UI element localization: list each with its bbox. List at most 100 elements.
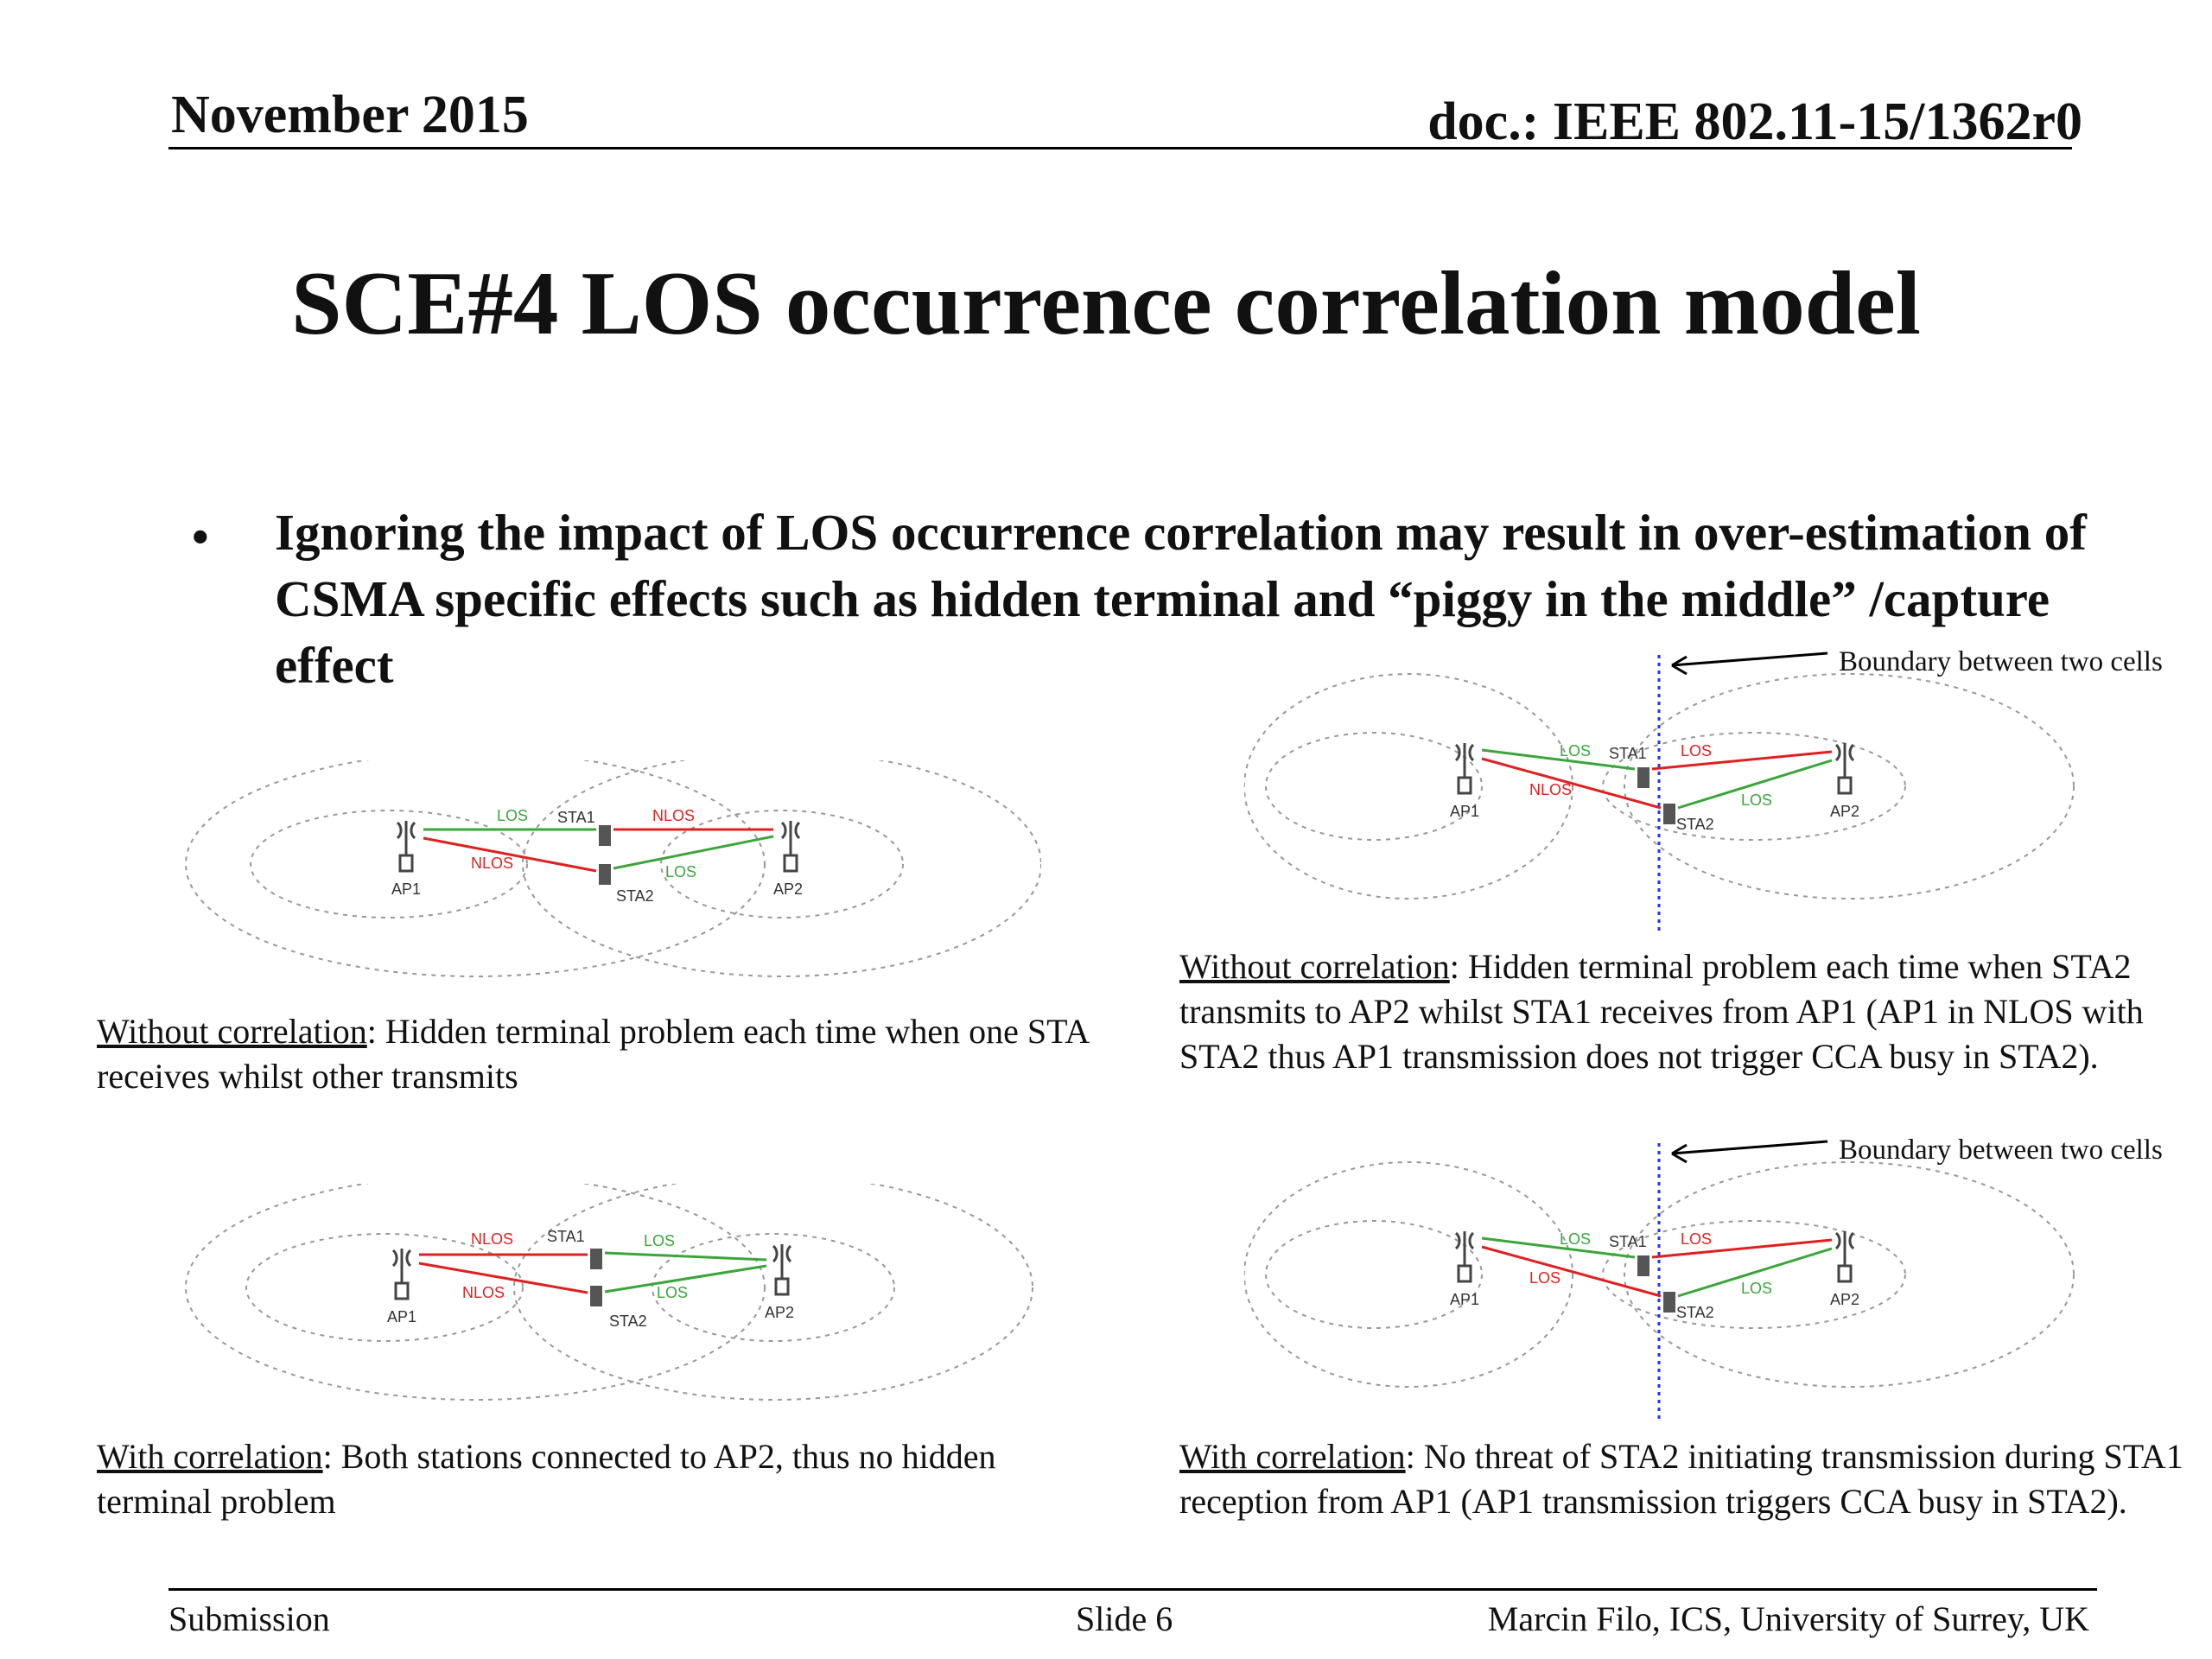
footer-author: Marcin Filo, ICS, University of Surrey, …: [1487, 1599, 2089, 1638]
ap1-sta2-link: [1481, 1245, 1662, 1298]
caption-body: : Both stations connected to AP2, thus n…: [97, 1437, 996, 1521]
cell2-inner-ring: [652, 1233, 895, 1342]
label-los-sta1-ap2: LOS: [644, 1232, 675, 1249]
label-los-sta2-ap2: LOS: [1741, 1280, 1772, 1297]
cell1-outer-ring: [185, 1184, 766, 1401]
label-los-ap1-sta1: LOS: [1560, 1230, 1591, 1248]
sta1-device-icon: [590, 1249, 602, 1269]
label-los-sta1-ap2: LOS: [1681, 1230, 1712, 1248]
footer-slide-number: Slide 6: [1076, 1599, 1173, 1638]
boundary-label-bottom: Boundary between two cells: [1839, 1135, 2163, 1166]
caption-with-correlation-left: With correlation: Both stations connecte…: [97, 1434, 1099, 1524]
sta1-ap2-link: [1651, 750, 1833, 771]
label-sta2: STA2: [609, 1313, 647, 1330]
label-nlos-sta1-ap2: NLOS: [652, 807, 695, 824]
boundary-arrowhead: [1671, 655, 1688, 676]
caption-head: With correlation: [1179, 1437, 1406, 1476]
diagram-with-correlation-right: AP1 AP2 STA1 STA2 LOS LOS LOS LOS: [1244, 1140, 2075, 1421]
cell1-inner-ring: [245, 1233, 524, 1342]
label-ap1: AP1: [387, 1308, 416, 1325]
ap1-sta1-link: [1481, 1236, 1636, 1259]
caption-body: : No threat of STA2 initiating transmiss…: [1179, 1437, 2183, 1521]
boundary-label-top: Boundary between two cells: [1839, 646, 2163, 677]
sta2-device-icon: [590, 1286, 602, 1306]
label-los-sta1-ap2: LOS: [1681, 742, 1712, 760]
ap1-antenna-icon: [1454, 1231, 1475, 1283]
bullet-text: Ignoring the impact of LOS occurrence co…: [275, 504, 2087, 694]
label-ap2: AP2: [773, 880, 803, 898]
ap1-sta2-link: [1481, 757, 1662, 810]
ap2-antenna-icon: [1834, 1231, 1855, 1283]
label-nlos-ap1-sta2: NLOS: [471, 855, 513, 872]
sta2-ap2-link: [1677, 759, 1833, 810]
sta2-device-icon: [1663, 1292, 1675, 1313]
cell1-outer-ring: [185, 760, 766, 977]
diagram-without-correlation-right: AP1 AP2 STA1 STA2 LOS NLOS LOS LOS: [1244, 652, 2075, 933]
label-sta2: STA2: [1676, 1304, 1714, 1321]
ap1-antenna-icon: [391, 1249, 412, 1300]
label-ap1: AP1: [1450, 803, 1479, 820]
label-ap2: AP2: [1830, 1291, 1859, 1308]
ap1-sta2-link: [423, 836, 597, 873]
caption-without-correlation-right: Without correlation: Hidden terminal pro…: [1179, 944, 2208, 1079]
ap2-antenna-icon: [772, 1244, 792, 1296]
label-nlos-ap1-sta1: NLOS: [471, 1230, 513, 1248]
ap1-antenna-icon: [396, 821, 416, 873]
sta2-device-icon: [1663, 804, 1675, 824]
header-doc-id: doc.: IEEE 802.11-15/1362r0: [1427, 92, 2082, 151]
label-los-ap1-sta1: LOS: [1560, 742, 1591, 760]
cell2-outer-ring: [1624, 1161, 2075, 1388]
sta1-device-icon: [1637, 1255, 1649, 1276]
label-sta2: STA2: [1676, 816, 1714, 833]
cell1-outer-ring: [1244, 1161, 1573, 1388]
ap2-antenna-icon: [1834, 743, 1855, 795]
ap1-sta2-link: [418, 1262, 588, 1294]
caption-with-correlation-right: With correlation: No threat of STA2 init…: [1179, 1434, 2208, 1524]
cell2-inner-ring: [1602, 1220, 1906, 1329]
cell2-inner-ring: [660, 810, 904, 918]
label-los-ap1-sta2: LOS: [1529, 1269, 1560, 1287]
cell1-outer-ring: [1244, 673, 1573, 899]
label-sta1: STA1: [1609, 745, 1647, 762]
cell2-outer-ring: [513, 1184, 1033, 1401]
label-sta1: STA1: [1609, 1233, 1647, 1250]
label-los-sta2-ap2: LOS: [1741, 791, 1772, 809]
diagram-with-correlation-left: AP1 AP2 STA1 STA2 NLOS NLOS LOS LOS: [185, 1184, 1033, 1401]
sta1-device-icon: [1637, 767, 1649, 788]
caption-head: With correlation: [97, 1437, 323, 1476]
cell1-inner-ring: [250, 810, 528, 918]
sta1-ap2-link: [604, 1251, 767, 1262]
ap2-antenna-icon: [780, 821, 801, 873]
label-los-sta2-ap2: LOS: [665, 863, 696, 880]
boundary-arrowhead: [1671, 1143, 1688, 1164]
label-sta1: STA1: [557, 809, 595, 826]
slide-title: SCE#4 LOS occurrence correlation model: [291, 252, 1921, 353]
ap1-antenna-icon: [1454, 743, 1475, 795]
sta2-ap2-link: [613, 835, 774, 870]
sta2-device-icon: [599, 864, 611, 885]
label-ap2: AP2: [1830, 803, 1859, 820]
cell1-inner-ring: [1265, 732, 1483, 841]
sta2-ap2-link: [1677, 1247, 1833, 1298]
caption-head: Without correlation: [97, 1012, 367, 1051]
label-nlos-ap1-sta2: NLOS: [1529, 781, 1572, 798]
label-ap1: AP1: [391, 880, 421, 898]
label-ap2: AP2: [765, 1304, 794, 1321]
boundary-arrow: [1671, 1140, 1828, 1155]
label-sta1: STA1: [547, 1228, 585, 1245]
caption-head: Without correlation: [1179, 947, 1450, 986]
label-sta2: STA2: [616, 887, 654, 905]
label-los-sta2-ap2: LOS: [657, 1284, 688, 1301]
cell2-inner-ring: [1602, 732, 1906, 841]
label-los-ap1-sta1: LOS: [497, 807, 528, 824]
ap1-sta1-link: [1481, 748, 1636, 771]
label-nlos-ap1-sta2: NLOS: [462, 1284, 505, 1301]
label-ap1: AP1: [1450, 1291, 1479, 1308]
caption-without-correlation-left: Without correlation: Hidden terminal pro…: [97, 1009, 1116, 1099]
footer-divider: [168, 1588, 2097, 1591]
footer-submission: Submission: [168, 1599, 330, 1638]
boundary-arrow: [1671, 652, 1828, 667]
sta2-ap2-link: [604, 1264, 767, 1294]
bullet-marker: •: [192, 511, 209, 564]
cell2-outer-ring: [1624, 673, 2075, 899]
